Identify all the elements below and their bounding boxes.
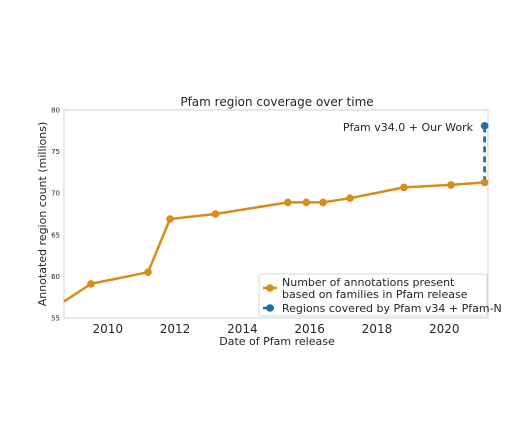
- legend-label-1: Regions covered by Pfam v34 + Pfam-N: [282, 302, 502, 315]
- series-0-point-4: [284, 198, 292, 207]
- series-0-point-2: [166, 215, 174, 223]
- series-0-point-0: [87, 280, 95, 288]
- y-tick-label-65: 65: [51, 231, 60, 239]
- plot-area-frame: [63, 109, 489, 319]
- y-tick-label-70: 70: [51, 190, 60, 198]
- x-tick-label-2018: 2018: [362, 322, 393, 336]
- chart-title: Pfam region coverage over time: [180, 95, 373, 109]
- legend-label-0-line-1: Number of annotations present: [282, 276, 455, 289]
- series-1-point-1: [480, 122, 489, 130]
- x-tick-label-2012: 2012: [160, 322, 191, 336]
- series-line-0: [63, 181, 485, 303]
- legend-label-0: Number of annotations present based on f…: [282, 276, 468, 301]
- legend-label-0-line-2: based on families in Pfam release: [282, 288, 468, 301]
- series-0-point-1: [144, 268, 152, 277]
- series-layer: [63, 122, 489, 303]
- series-0-point-3: [211, 210, 220, 218]
- y-tick-label-80: 80: [51, 107, 60, 115]
- x-tick-label-2020: 2020: [429, 322, 460, 336]
- x-axis-ticks: 2010 2012 2014 2016 2018 2020: [92, 322, 459, 336]
- legend: Number of annotations present based on f…: [258, 273, 502, 317]
- series-0-point-6: [319, 198, 327, 207]
- x-tick-label-2010: 2010: [92, 322, 123, 336]
- series-0-point-8: [400, 183, 408, 192]
- x-axis-label: Date of Pfam release: [219, 335, 335, 348]
- y-tick-label-55: 55: [51, 315, 60, 323]
- legend-frame: [258, 273, 488, 317]
- x-tick-label-2016: 2016: [294, 322, 325, 336]
- series-0-point-9: [447, 181, 455, 189]
- legend-swatch-marker-0: [266, 284, 274, 292]
- series-0-point-7: [346, 194, 354, 202]
- annotation-label: Pfam v34.0 + Our Work: [343, 121, 474, 134]
- series-0-point-5: [302, 198, 311, 207]
- y-axis-label: Annotated region count (millions): [36, 122, 49, 307]
- series-0-point-10: [480, 178, 489, 187]
- legend-swatch-marker-1: [266, 304, 274, 312]
- y-axis-ticks: 55 60 65 70 75 80: [51, 107, 60, 323]
- x-tick-label-2014: 2014: [227, 322, 258, 336]
- y-tick-label-75: 75: [51, 148, 60, 156]
- y-tick-label-60: 60: [51, 273, 60, 281]
